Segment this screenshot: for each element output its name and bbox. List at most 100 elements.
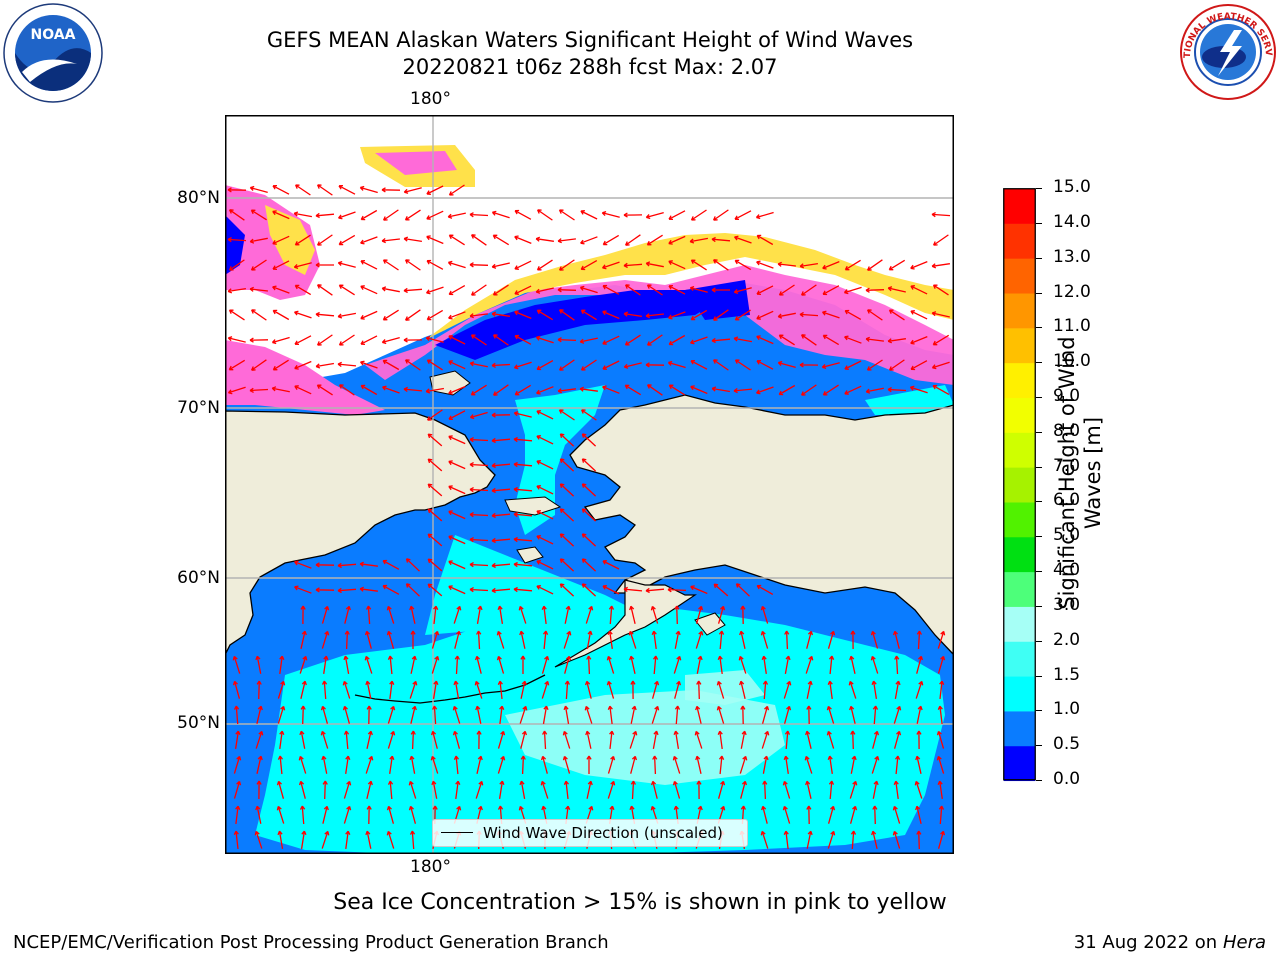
- wave-direction-arrow: [519, 705, 528, 724]
- wave-direction-arrow: [337, 562, 357, 569]
- wave-direction-arrow: [805, 780, 812, 799]
- wave-direction-arrow: [542, 705, 549, 725]
- wave-direction-arrow: [227, 336, 246, 343]
- wave-direction-arrow: [232, 655, 241, 674]
- wave-direction-arrow: [892, 830, 901, 849]
- wave-direction-arrow: [405, 558, 420, 572]
- wave-direction-arrow: [476, 605, 483, 625]
- wave-direction-arrow: [541, 605, 547, 624]
- wave-direction-arrow: [387, 780, 394, 800]
- wave-direction-arrow: [844, 259, 861, 271]
- wave-direction-arrow: [299, 805, 306, 825]
- wave-direction-arrow: [469, 512, 489, 518]
- wind-wave-arrows: [227, 184, 951, 850]
- wave-direction-arrow: [227, 287, 247, 294]
- wave-direction-arrow: [320, 730, 329, 749]
- wave-direction-arrow: [630, 780, 636, 800]
- wave-direction-arrow: [827, 805, 836, 824]
- wave-direction-arrow: [717, 605, 726, 624]
- wave-direction-arrow: [645, 587, 665, 594]
- wave-direction-arrow: [734, 259, 752, 271]
- wave-direction-arrow: [499, 705, 505, 724]
- colorbar-tick-label: 10.0: [1053, 351, 1091, 372]
- wave-direction-arrow: [850, 730, 856, 750]
- wave-direction-arrow: [718, 630, 725, 650]
- wave-direction-arrow: [740, 705, 746, 725]
- wave-direction-arrow: [536, 485, 554, 495]
- wave-direction-arrow: [937, 630, 946, 649]
- wave-direction-arrow: [454, 630, 462, 649]
- wave-direction-arrow: [448, 585, 466, 595]
- wave-direction-arrow: [272, 285, 290, 294]
- wave-direction-arrow: [564, 605, 571, 624]
- wave-direction-arrow: [513, 361, 532, 370]
- wave-direction-arrow: [256, 780, 262, 800]
- wave-direction-arrow: [294, 310, 312, 319]
- wave-direction-arrow: [668, 210, 686, 221]
- wave-direction-arrow: [476, 630, 482, 650]
- wave-direction-arrow: [673, 655, 682, 674]
- wave-direction-arrow: [916, 730, 922, 750]
- wave-direction-arrow: [713, 583, 729, 597]
- wave-direction-arrow: [646, 234, 663, 246]
- wave-direction-arrow: [469, 437, 489, 443]
- wave-direction-arrow: [315, 212, 335, 219]
- wave-direction-arrow: [520, 680, 527, 699]
- wave-direction-arrow: [229, 209, 245, 221]
- wave-direction-arrow: [910, 360, 928, 371]
- wave-direction-arrow: [470, 334, 487, 346]
- wave-direction-arrow: [584, 680, 592, 699]
- colorbar-tick-label: 8.0: [1053, 420, 1081, 441]
- wave-direction-arrow: [342, 705, 351, 724]
- wave-direction-arrow: [559, 558, 575, 572]
- wave-direction-arrow: [272, 359, 289, 371]
- wave-direction-arrow: [491, 262, 510, 269]
- wave-direction-arrow: [471, 234, 487, 246]
- wave-direction-arrow: [469, 487, 489, 493]
- wave-direction-arrow: [586, 755, 592, 774]
- wave-direction-arrow: [652, 755, 658, 775]
- wave-direction-arrow: [321, 680, 328, 700]
- wave-direction-arrow: [778, 384, 796, 396]
- wave-direction-arrow: [828, 780, 835, 800]
- wave-direction-arrow: [249, 237, 268, 244]
- wave-direction-arrow: [469, 462, 489, 468]
- wave-direction-arrow: [233, 780, 242, 799]
- wave-direction-arrow: [514, 260, 532, 270]
- wave-direction-arrow: [777, 261, 796, 267]
- footer-left: NCEP/EMC/Verification Post Processing Pr…: [13, 932, 609, 953]
- wave-direction-arrow: [381, 237, 400, 244]
- wave-direction-arrow: [410, 730, 416, 750]
- wave-direction-arrow: [535, 236, 554, 242]
- wave-direction-arrow: [403, 337, 423, 343]
- wave-direction-arrow: [272, 260, 290, 271]
- wave-direction-arrow: [756, 584, 774, 595]
- wave-direction-arrow: [867, 259, 883, 271]
- wave-direction-arrow: [805, 730, 812, 749]
- wave-direction-arrow: [828, 655, 835, 675]
- wave-direction-arrow: [762, 755, 769, 774]
- colorbar-cell: [1003, 188, 1036, 224]
- wave-direction-arrow: [783, 830, 789, 849]
- wave-direction-arrow: [939, 680, 945, 699]
- colorbar-tick-mark: [1036, 571, 1042, 573]
- wave-direction-arrow: [606, 655, 615, 674]
- wave-direction-arrow: [536, 535, 554, 545]
- wave-direction-arrow: [690, 585, 708, 595]
- wave-direction-arrow: [294, 335, 312, 346]
- wave-direction-arrow: [910, 335, 928, 345]
- wave-direction-arrow: [822, 260, 840, 270]
- colorbar-label-line1: Significant Height of Wind: [1055, 336, 1079, 610]
- wave-direction-arrow: [937, 830, 946, 849]
- wave-direction-arrow: [492, 284, 509, 296]
- wave-direction-arrow: [872, 780, 879, 799]
- wave-direction-arrow: [696, 655, 703, 674]
- wave-direction-arrow: [937, 780, 943, 799]
- wave-direction-arrow: [536, 360, 554, 371]
- wave-direction-arrow: [491, 362, 511, 368]
- wave-direction-arrow: [474, 655, 482, 674]
- wave-direction-arrow: [645, 261, 664, 268]
- wave-direction-arrow: [581, 583, 597, 597]
- colorbar-cell: [1003, 223, 1036, 259]
- wave-direction-arrow: [320, 705, 329, 724]
